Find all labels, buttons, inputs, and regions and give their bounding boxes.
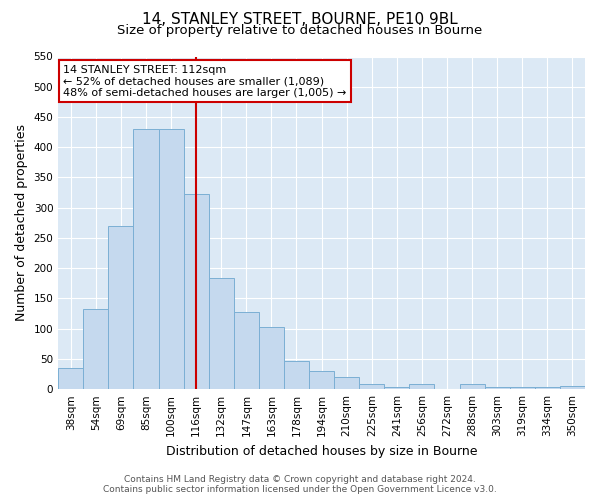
Bar [83,308,109,389]
Bar [385,387,409,389]
Text: 14, STANLEY STREET, BOURNE, PE10 9BL: 14, STANLEY STREET, BOURNE, PE10 9BL [142,12,458,28]
Bar [209,278,234,389]
X-axis label: Distribution of detached houses by size in Bourne: Distribution of detached houses by size … [166,444,478,458]
Bar [560,386,585,389]
Bar [284,362,309,389]
Bar [334,377,359,389]
Text: Contains HM Land Registry data © Crown copyright and database right 2024.
Contai: Contains HM Land Registry data © Crown c… [103,474,497,494]
Bar [234,312,259,389]
Text: Size of property relative to detached houses in Bourne: Size of property relative to detached ho… [118,24,482,37]
Bar [58,368,83,389]
Bar [460,384,485,389]
Text: 14 STANLEY STREET: 112sqm
← 52% of detached houses are smaller (1,089)
48% of se: 14 STANLEY STREET: 112sqm ← 52% of detac… [64,65,347,98]
Bar [133,129,158,389]
Y-axis label: Number of detached properties: Number of detached properties [15,124,28,322]
Bar [409,384,434,389]
Bar [109,226,133,389]
Bar [158,129,184,389]
Bar [510,387,535,389]
Bar [184,194,209,389]
Bar [259,327,284,389]
Bar [359,384,385,389]
Bar [485,387,510,389]
Bar [309,371,334,389]
Bar [535,387,560,389]
